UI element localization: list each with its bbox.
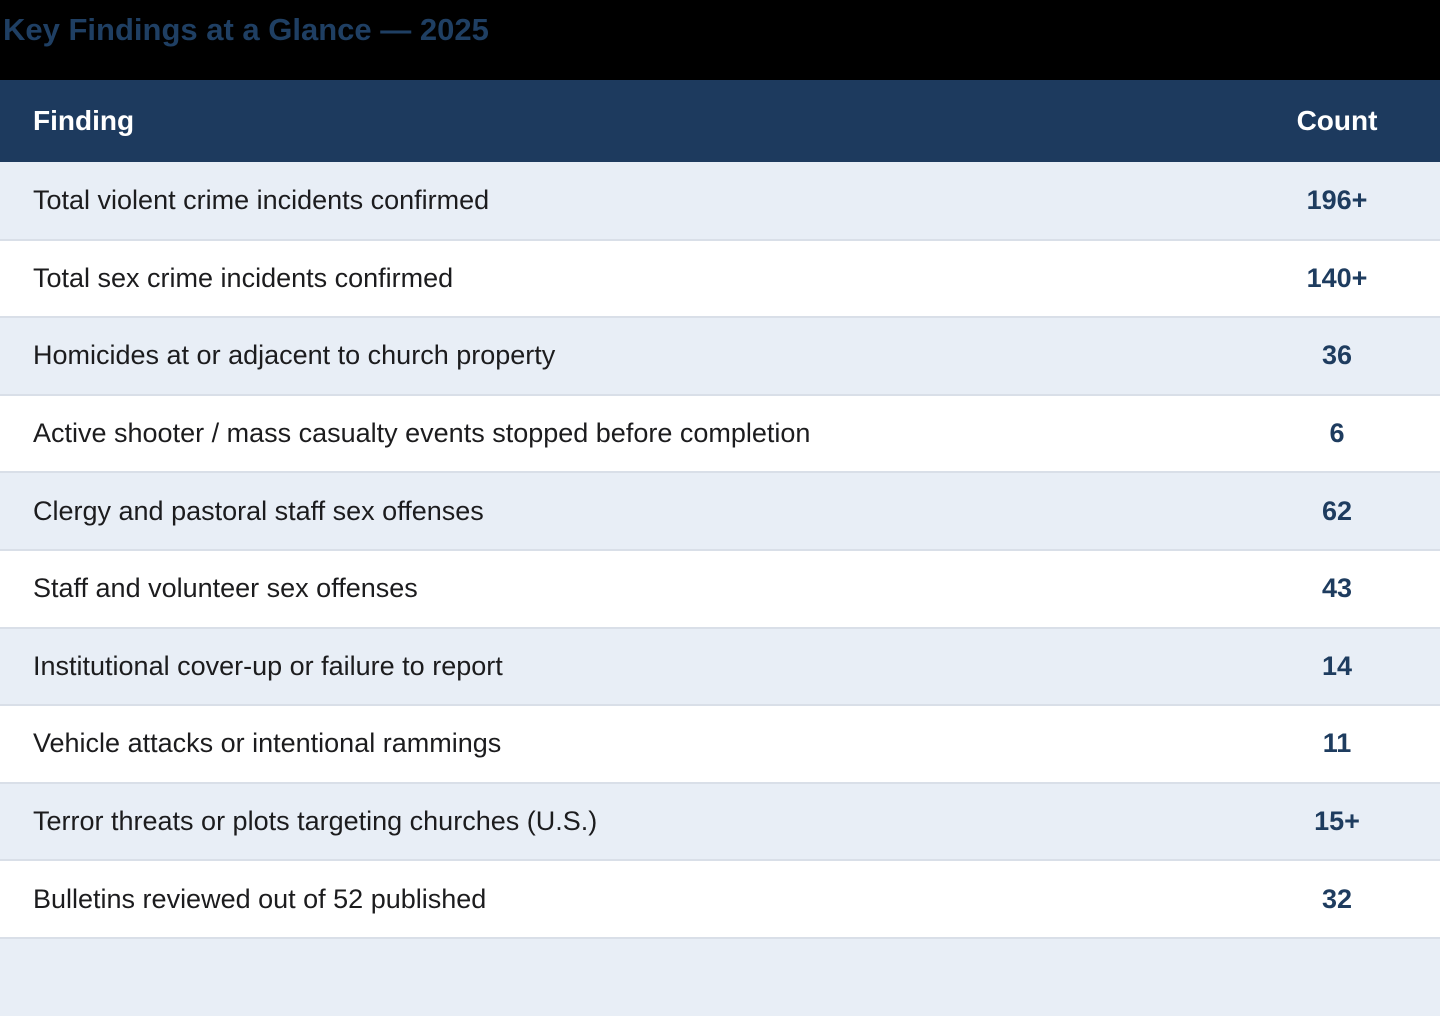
table-body: Total violent crime incidents confirmed 1… bbox=[0, 162, 1440, 1016]
table-row: Total violent crime incidents confirmed 1… bbox=[0, 162, 1440, 240]
finding-cell: Total sex crime incidents confirmed bbox=[33, 262, 454, 293]
count-cell: 36 bbox=[1321, 340, 1353, 371]
count-cell: 11 bbox=[1322, 728, 1352, 759]
count-cell: 62 bbox=[1321, 495, 1353, 526]
finding-cell: Terror threats or plots targeting church… bbox=[33, 806, 598, 837]
table-row: Bulletins reviewed out of 52 published 32 bbox=[0, 860, 1440, 938]
finding-cell bbox=[0, 938, 1234, 1016]
table-head: Finding Count bbox=[0, 80, 1440, 162]
finding-cell: Staff and volunteer sex offenses bbox=[33, 573, 418, 604]
table-row: Homicides at or adjacent to church prope… bbox=[0, 317, 1440, 395]
table-row: Institutional cover-up or failure to rep… bbox=[0, 627, 1440, 706]
count-cell: 140+ bbox=[1306, 262, 1368, 293]
column-header-finding: Finding bbox=[33, 105, 135, 136]
key-findings-table: Finding Count Total violent crime incide… bbox=[0, 80, 1440, 1016]
count-cell: 15+ bbox=[1314, 806, 1360, 837]
finding-cell: Active shooter / mass casualty events st… bbox=[33, 418, 811, 449]
table-row: Staff and volunteer sex offenses 43 bbox=[0, 549, 1440, 628]
table-row: Terror threats or plots targeting church… bbox=[0, 782, 1440, 861]
count-cell: 6 bbox=[1329, 418, 1345, 449]
finding-cell: Homicides at or adjacent to church prope… bbox=[33, 340, 556, 371]
table-row: Clergy and pastoral staff sex offenses 62 bbox=[0, 472, 1440, 550]
finding-cell: Total violent crime incidents confirmed bbox=[33, 184, 490, 215]
count-cell: 43 bbox=[1321, 573, 1353, 604]
count-cell: 14 bbox=[1321, 650, 1353, 681]
count-cell: 32 bbox=[1321, 883, 1353, 914]
table-row: Active shooter / mass casualty events st… bbox=[0, 394, 1440, 473]
page-title: Key Findings at a Glance — 2025 bbox=[3, 12, 489, 47]
count-cell bbox=[1234, 938, 1440, 1016]
finding-cell: Clergy and pastoral staff sex offenses bbox=[33, 495, 484, 526]
title-band: Key Findings at a Glance — 2025 bbox=[0, 0, 1440, 80]
column-header-count: Count bbox=[1296, 105, 1378, 136]
count-cell: 196+ bbox=[1306, 184, 1368, 215]
table-row-partial bbox=[0, 937, 1440, 1016]
finding-cell: Institutional cover-up or failure to rep… bbox=[33, 650, 503, 681]
table-header-row: Finding Count bbox=[0, 80, 1440, 162]
table-row: Vehicle attacks or intentional rammings 1… bbox=[0, 705, 1440, 783]
table-row: Total sex crime incidents confirmed 140+ bbox=[0, 239, 1440, 318]
finding-cell: Vehicle attacks or intentional rammings bbox=[33, 728, 502, 759]
finding-cell: Bulletins reviewed out of 52 published bbox=[33, 883, 487, 914]
